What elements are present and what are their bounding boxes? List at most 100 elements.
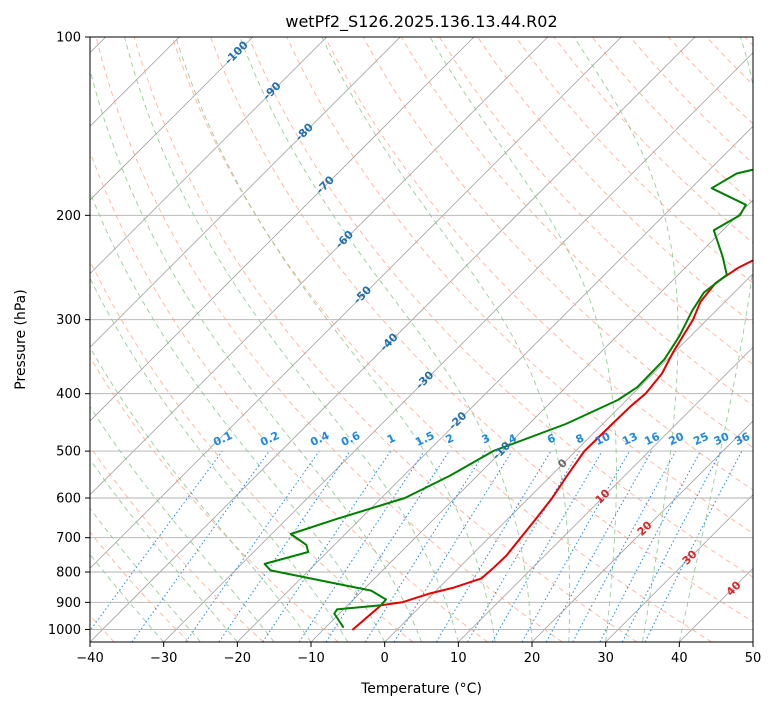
mixing-ratio-label: 20 xyxy=(667,430,687,448)
mixing-ratio-line xyxy=(364,450,486,642)
mixing-ratio-line xyxy=(521,450,630,642)
x-axis: −40 −30 −20 −10 0 10 20 30 40 50 xyxy=(76,642,761,666)
mixing-ratio-line xyxy=(262,450,392,642)
moist-adiabat-line xyxy=(90,67,422,642)
dry-adiabat-line xyxy=(667,37,753,125)
x-tick-label: −10 xyxy=(297,651,324,666)
moist-adiabat-line xyxy=(321,37,571,642)
moist-adiabat-line xyxy=(90,405,275,642)
y-tick-label: 800 xyxy=(56,566,81,581)
mixing-ratio-label: 10 xyxy=(593,430,613,448)
mixing-ratio-label: 3 xyxy=(480,431,492,446)
x-tick-label: 50 xyxy=(745,651,762,666)
mixing-ratio-label: 0.2 xyxy=(258,429,281,449)
mixing-ratio-line xyxy=(325,450,450,642)
isotherm-line xyxy=(752,641,753,642)
dry-adiabat-label: 40 xyxy=(724,578,744,598)
dry-adiabat-line xyxy=(324,37,753,491)
mixing-ratio-line xyxy=(131,450,270,642)
mixing-ratio-label: 0.6 xyxy=(339,429,362,449)
y-tick-label: 200 xyxy=(56,209,81,224)
dry-adiabat-line xyxy=(756,10,775,642)
dry-adiabat-line xyxy=(171,37,712,642)
mixing-ratio-line xyxy=(393,450,513,642)
dry-adiabat-line xyxy=(133,37,638,642)
moist-adiabat-line xyxy=(90,507,201,642)
mixing-ratio-label: 30 xyxy=(712,430,732,448)
pressure-grid xyxy=(90,37,753,630)
isotherm-label: -100 xyxy=(222,38,251,67)
isotherm-line xyxy=(237,125,753,642)
chart-title: wetPf2_S126.2025.136.13.44.R02 xyxy=(285,12,557,32)
isotherm-line xyxy=(310,199,753,642)
moist-adiabat-line xyxy=(90,553,165,642)
line-labels: -100-90-80-70-60-50-40-30-20-100.1 0.2 0.4… xyxy=(211,38,752,598)
dry-adiabat-line xyxy=(591,37,753,204)
isotherm-label: -80 xyxy=(293,120,316,143)
dry-adiabat-line xyxy=(744,37,753,47)
isotherm-label: -30 xyxy=(413,368,436,391)
isotherm-line xyxy=(458,346,753,642)
dry-adiabat-line xyxy=(629,37,753,165)
dry-adiabat-line xyxy=(90,445,264,642)
y-tick-label: 300 xyxy=(56,313,81,328)
moist-adiabat-line xyxy=(90,346,312,642)
isotherm-line xyxy=(531,420,753,642)
isotherm-line xyxy=(384,273,753,642)
isotherm-line xyxy=(90,37,254,201)
isotherm-line xyxy=(90,37,401,348)
background-lines xyxy=(90,10,775,642)
isotherm-label: -90 xyxy=(260,79,283,102)
mixing-ratio-line xyxy=(644,450,743,642)
x-axis-label: Temperature (°C) xyxy=(360,681,482,697)
mixing-ratio-label: 1 xyxy=(385,431,397,446)
y-tick-label: 700 xyxy=(56,531,81,546)
moist-adiabat-line xyxy=(573,37,679,642)
mixing-ratio-line xyxy=(185,450,320,642)
moist-adiabat-line xyxy=(90,458,238,642)
y-tick-label: 600 xyxy=(56,492,81,507)
isotherm-line xyxy=(605,494,753,642)
x-tick-label: −30 xyxy=(150,651,177,666)
isotherm-line xyxy=(90,37,548,496)
y-tick-label: 500 xyxy=(56,445,81,460)
isotherm-label: -20 xyxy=(446,409,469,432)
mixing-ratio-label: 8 xyxy=(574,431,586,446)
dry-adiabat-line xyxy=(286,37,753,534)
isotherm-label: -40 xyxy=(377,330,400,353)
y-axis: 100 200 300 400 500 600 700 800 900 1000 xyxy=(48,31,90,638)
mixing-ratio-label: 2 xyxy=(444,431,456,446)
moist-adiabat-line xyxy=(90,277,349,642)
dry-adiabat-label: 20 xyxy=(635,518,655,538)
dry-adiabat-line xyxy=(90,356,339,642)
x-tick-label: 10 xyxy=(450,651,467,666)
y-tick-label: 900 xyxy=(56,596,81,611)
profile-series xyxy=(263,168,753,631)
y-tick-label: 1000 xyxy=(48,623,81,638)
mixing-ratio-line xyxy=(467,450,580,642)
dry-adiabat-line xyxy=(362,37,753,449)
temperature-profile-line xyxy=(352,259,753,631)
dry-adiabat-line xyxy=(705,37,753,86)
mixing-ratio-line xyxy=(218,450,351,642)
isotherm-line xyxy=(90,37,622,569)
x-tick-label: −20 xyxy=(224,651,251,666)
mixing-ratio-label: 25 xyxy=(691,430,710,448)
moist-adiabat-line xyxy=(239,37,533,642)
dewpoint-profile-line xyxy=(263,168,753,628)
plot-frame xyxy=(89,36,754,643)
isotherm-line xyxy=(90,37,327,275)
y-tick-label: 400 xyxy=(56,387,81,402)
mixing-ratio-line xyxy=(90,450,223,632)
dry-adiabat-line xyxy=(400,37,753,407)
mixing-ratio-line xyxy=(435,450,552,642)
mixing-ratio-line xyxy=(298,450,425,642)
moist-adiabat-line xyxy=(90,190,386,642)
dry-adiabat-line xyxy=(210,37,753,623)
y-axis-label: Pressure (hPa) xyxy=(13,289,29,389)
dry-adiabat-line xyxy=(553,37,753,244)
isotherm-label: -60 xyxy=(333,228,356,251)
dry-adiabat-line xyxy=(438,37,753,365)
dry-adiabat-line xyxy=(95,37,563,642)
